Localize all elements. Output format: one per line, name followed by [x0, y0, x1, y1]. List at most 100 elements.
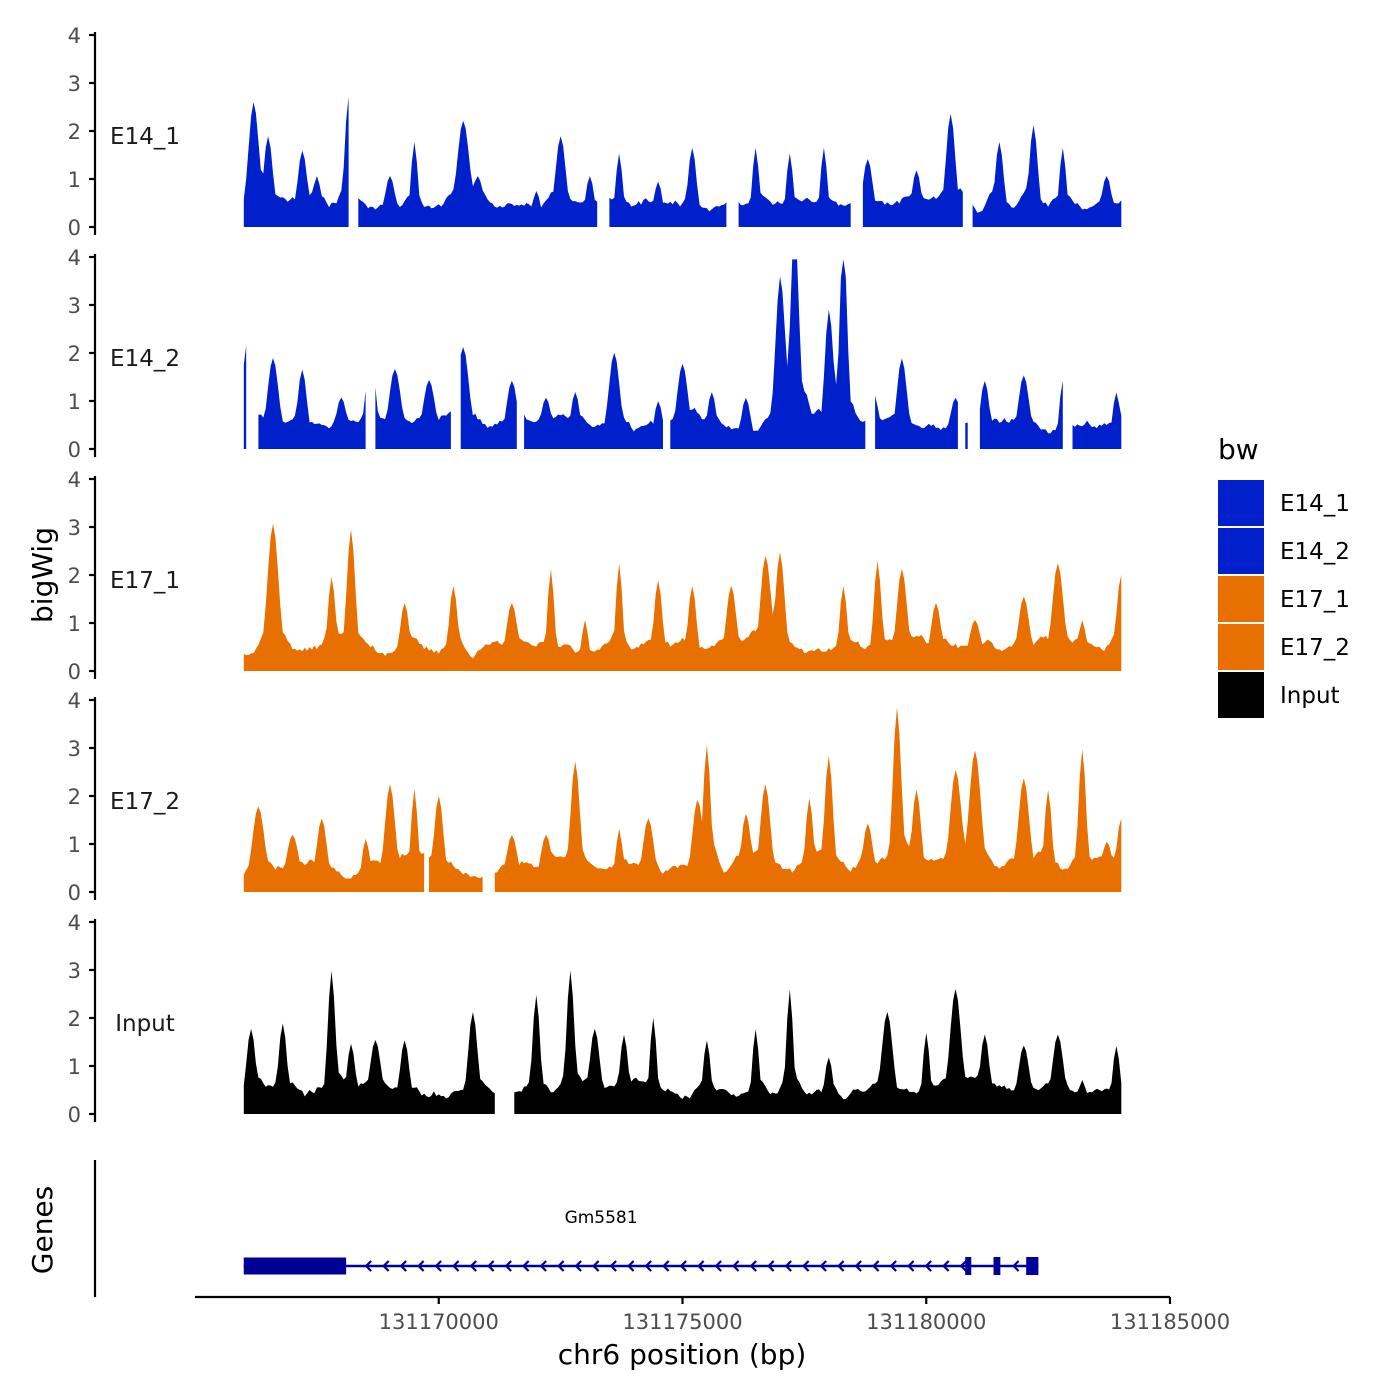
signal-area — [358, 120, 598, 227]
y-tick-label: 3 — [68, 72, 81, 96]
gene-track: Gm5581 — [243, 1208, 1039, 1275]
signal-area — [243, 96, 349, 227]
y-tick-label: 0 — [68, 438, 81, 462]
signal-area — [609, 147, 727, 227]
x-tick-label: 131175000 — [622, 1310, 742, 1334]
legend-swatch — [1218, 672, 1264, 718]
strand-arrow — [784, 1260, 792, 1272]
strand-arrow — [434, 1260, 442, 1272]
y-tick-label: 2 — [68, 564, 81, 588]
y-tick-label: 2 — [68, 342, 81, 366]
strand-arrow — [382, 1260, 390, 1272]
strand-arrow — [662, 1260, 670, 1272]
strand-arrow — [854, 1260, 862, 1272]
legend-entry: E14_1 — [1218, 480, 1350, 526]
strand-arrow — [679, 1260, 687, 1272]
gene-name-label: Gm5581 — [565, 1208, 638, 1228]
strand-arrow — [557, 1260, 565, 1272]
y-tick-label: 4 — [68, 246, 81, 270]
y-tick-label: 4 — [68, 468, 81, 492]
strand-arrow — [837, 1260, 845, 1272]
signal-area — [243, 784, 425, 892]
track-e17-2: 0 1 2 3 4 E17_2 — [68, 689, 1122, 905]
y-tick-label: 4 — [68, 689, 81, 713]
x-tick-label: 131170000 — [379, 1310, 499, 1334]
strand-arrow — [609, 1260, 617, 1272]
strand-arrow — [522, 1260, 530, 1272]
legend-items: E14_1 E14_2 E17_1 E17_2 Input — [1218, 480, 1350, 718]
legend-label: E17_1 — [1280, 587, 1350, 613]
strand-arrow — [1012, 1260, 1020, 1272]
x-axis-ticks: 131170000 131175000 131180000 131185000 — [379, 1297, 1230, 1334]
strand-arrow — [417, 1260, 425, 1272]
y-tick-label: 2 — [68, 785, 81, 809]
strand-arrow — [399, 1260, 407, 1272]
strand-arrow — [749, 1260, 757, 1272]
signal-area — [972, 125, 1122, 227]
track-label: E14_2 — [110, 346, 180, 372]
legend-swatch — [1218, 624, 1264, 670]
track-input: 0 1 2 3 4 Input — [68, 911, 1122, 1127]
y-axis-title: bigWig — [26, 527, 59, 623]
strand-arrow — [924, 1260, 932, 1272]
x-tick-label: 131185000 — [1110, 1310, 1230, 1334]
signal-area — [243, 970, 495, 1114]
track-e14-2: 0 1 2 3 4 E14_2 — [68, 246, 1122, 462]
strand-arrow — [469, 1260, 477, 1272]
signal-area — [875, 358, 958, 449]
y-tick-label: 4 — [68, 911, 81, 935]
signal-area — [524, 352, 663, 449]
y-tick-label: 3 — [68, 959, 81, 983]
y-tick-label: 3 — [68, 516, 81, 540]
signal-area — [862, 113, 963, 227]
gene-exon — [993, 1257, 1001, 1275]
y-tick-label: 2 — [68, 1007, 81, 1031]
track-e14-1: 0 1 2 3 4 E14_1 — [68, 24, 1122, 240]
track-e17-1: 0 1 2 3 4 E17_1 — [68, 468, 1122, 684]
strand-arrow — [959, 1260, 967, 1272]
strand-arrow — [942, 1260, 950, 1272]
legend-swatch — [1218, 480, 1264, 526]
legend-label: E17_2 — [1280, 635, 1350, 661]
y-tick-label: 4 — [68, 24, 81, 48]
y-tick-label: 0 — [68, 660, 81, 684]
gene-exon — [1026, 1257, 1039, 1275]
strand-arrow — [819, 1260, 827, 1272]
signal-area — [1072, 392, 1122, 449]
legend-swatch — [1218, 528, 1264, 574]
gene-exon — [965, 1257, 972, 1275]
strand-arrow — [732, 1260, 740, 1272]
y-tick-label: 1 — [68, 168, 81, 192]
strand-arrow — [767, 1260, 775, 1272]
x-tick-label: 131180000 — [866, 1310, 986, 1334]
strand-arrow — [872, 1260, 880, 1272]
legend-label: Input — [1280, 683, 1340, 709]
strand-arrow — [907, 1260, 915, 1272]
signal-area — [979, 375, 1063, 449]
strand-arrow — [364, 1260, 372, 1272]
track-panels: 0 1 2 3 4 E14_1 0 1 2 3 4 E14_2 0 1 2 3 4 E17_1 0 1 2 3 4 E17_2… — [68, 24, 1122, 1127]
legend: bw E14_1 E14_2 E17_1 E17_2 Input — [1218, 433, 1350, 718]
strand-arrow — [592, 1260, 600, 1272]
strand-arrow — [574, 1260, 582, 1272]
track-label: E17_1 — [110, 568, 180, 594]
signal-area — [514, 970, 1122, 1114]
genes-panel: Genes Gm5581 — [26, 1160, 1039, 1297]
strand-arrow — [697, 1260, 705, 1272]
x-axis-title: chr6 position (bp) — [558, 1338, 807, 1371]
strand-arrow — [627, 1260, 635, 1272]
strand-arrow — [452, 1260, 460, 1272]
y-tick-label: 0 — [68, 881, 81, 905]
signal-area — [494, 707, 1122, 892]
y-tick-label: 1 — [68, 390, 81, 414]
y-tick-label: 0 — [68, 216, 81, 240]
signal-area — [375, 369, 451, 449]
signal-area — [243, 523, 1122, 671]
legend-entry: E17_1 — [1218, 576, 1350, 622]
signal-area — [670, 259, 866, 449]
strand-arrow — [504, 1260, 512, 1272]
track-label: Input — [115, 1011, 175, 1037]
y-tick-label: 0 — [68, 1103, 81, 1127]
signal-area — [965, 422, 968, 449]
